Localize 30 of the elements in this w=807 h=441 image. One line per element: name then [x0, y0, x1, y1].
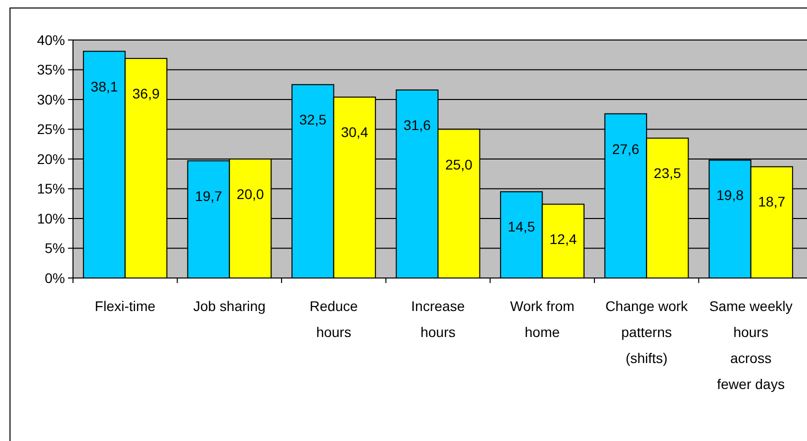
x-tick-label: Reduce hours: [310, 298, 358, 340]
y-tick-label: 35%: [36, 62, 65, 78]
data-label: 20,0: [236, 186, 264, 202]
data-label: 12,4: [550, 231, 577, 248]
y-tick-label: 10%: [36, 210, 65, 226]
data-label: 14,5: [508, 218, 536, 235]
data-label: 38,1: [90, 78, 118, 94]
data-label: 32,5: [299, 112, 327, 128]
x-tick-label: Work from home: [510, 298, 574, 340]
data-label: 19,8: [716, 187, 744, 204]
data-label: 19,7: [194, 188, 222, 204]
data-label: 18,7: [758, 194, 786, 210]
x-tick-label: Change work patterns (shifts): [605, 298, 689, 366]
x-tick-label: Job sharing: [193, 298, 266, 314]
y-tick-label: 0%: [44, 270, 65, 286]
y-tick-label: 25%: [36, 121, 65, 138]
y-tick-label: 15%: [36, 180, 65, 197]
data-label: 25,0: [445, 156, 473, 172]
x-tick-label: Increase hours: [411, 298, 466, 340]
y-tick-label: 40%: [36, 32, 65, 48]
data-label: 27,6: [612, 140, 640, 157]
data-label: 23,5: [654, 165, 682, 182]
data-label: 30,4: [340, 124, 368, 140]
data-label: 31,6: [404, 116, 431, 133]
data-label: 36,9: [132, 85, 160, 102]
x-tick-label: Same weekly hours across fewer days: [709, 298, 792, 392]
y-tick-label: 30%: [36, 91, 65, 108]
y-tick-label: 20%: [36, 150, 65, 167]
x-tick-label: Flexi-time: [94, 298, 156, 314]
y-tick-label: 5%: [44, 240, 65, 256]
